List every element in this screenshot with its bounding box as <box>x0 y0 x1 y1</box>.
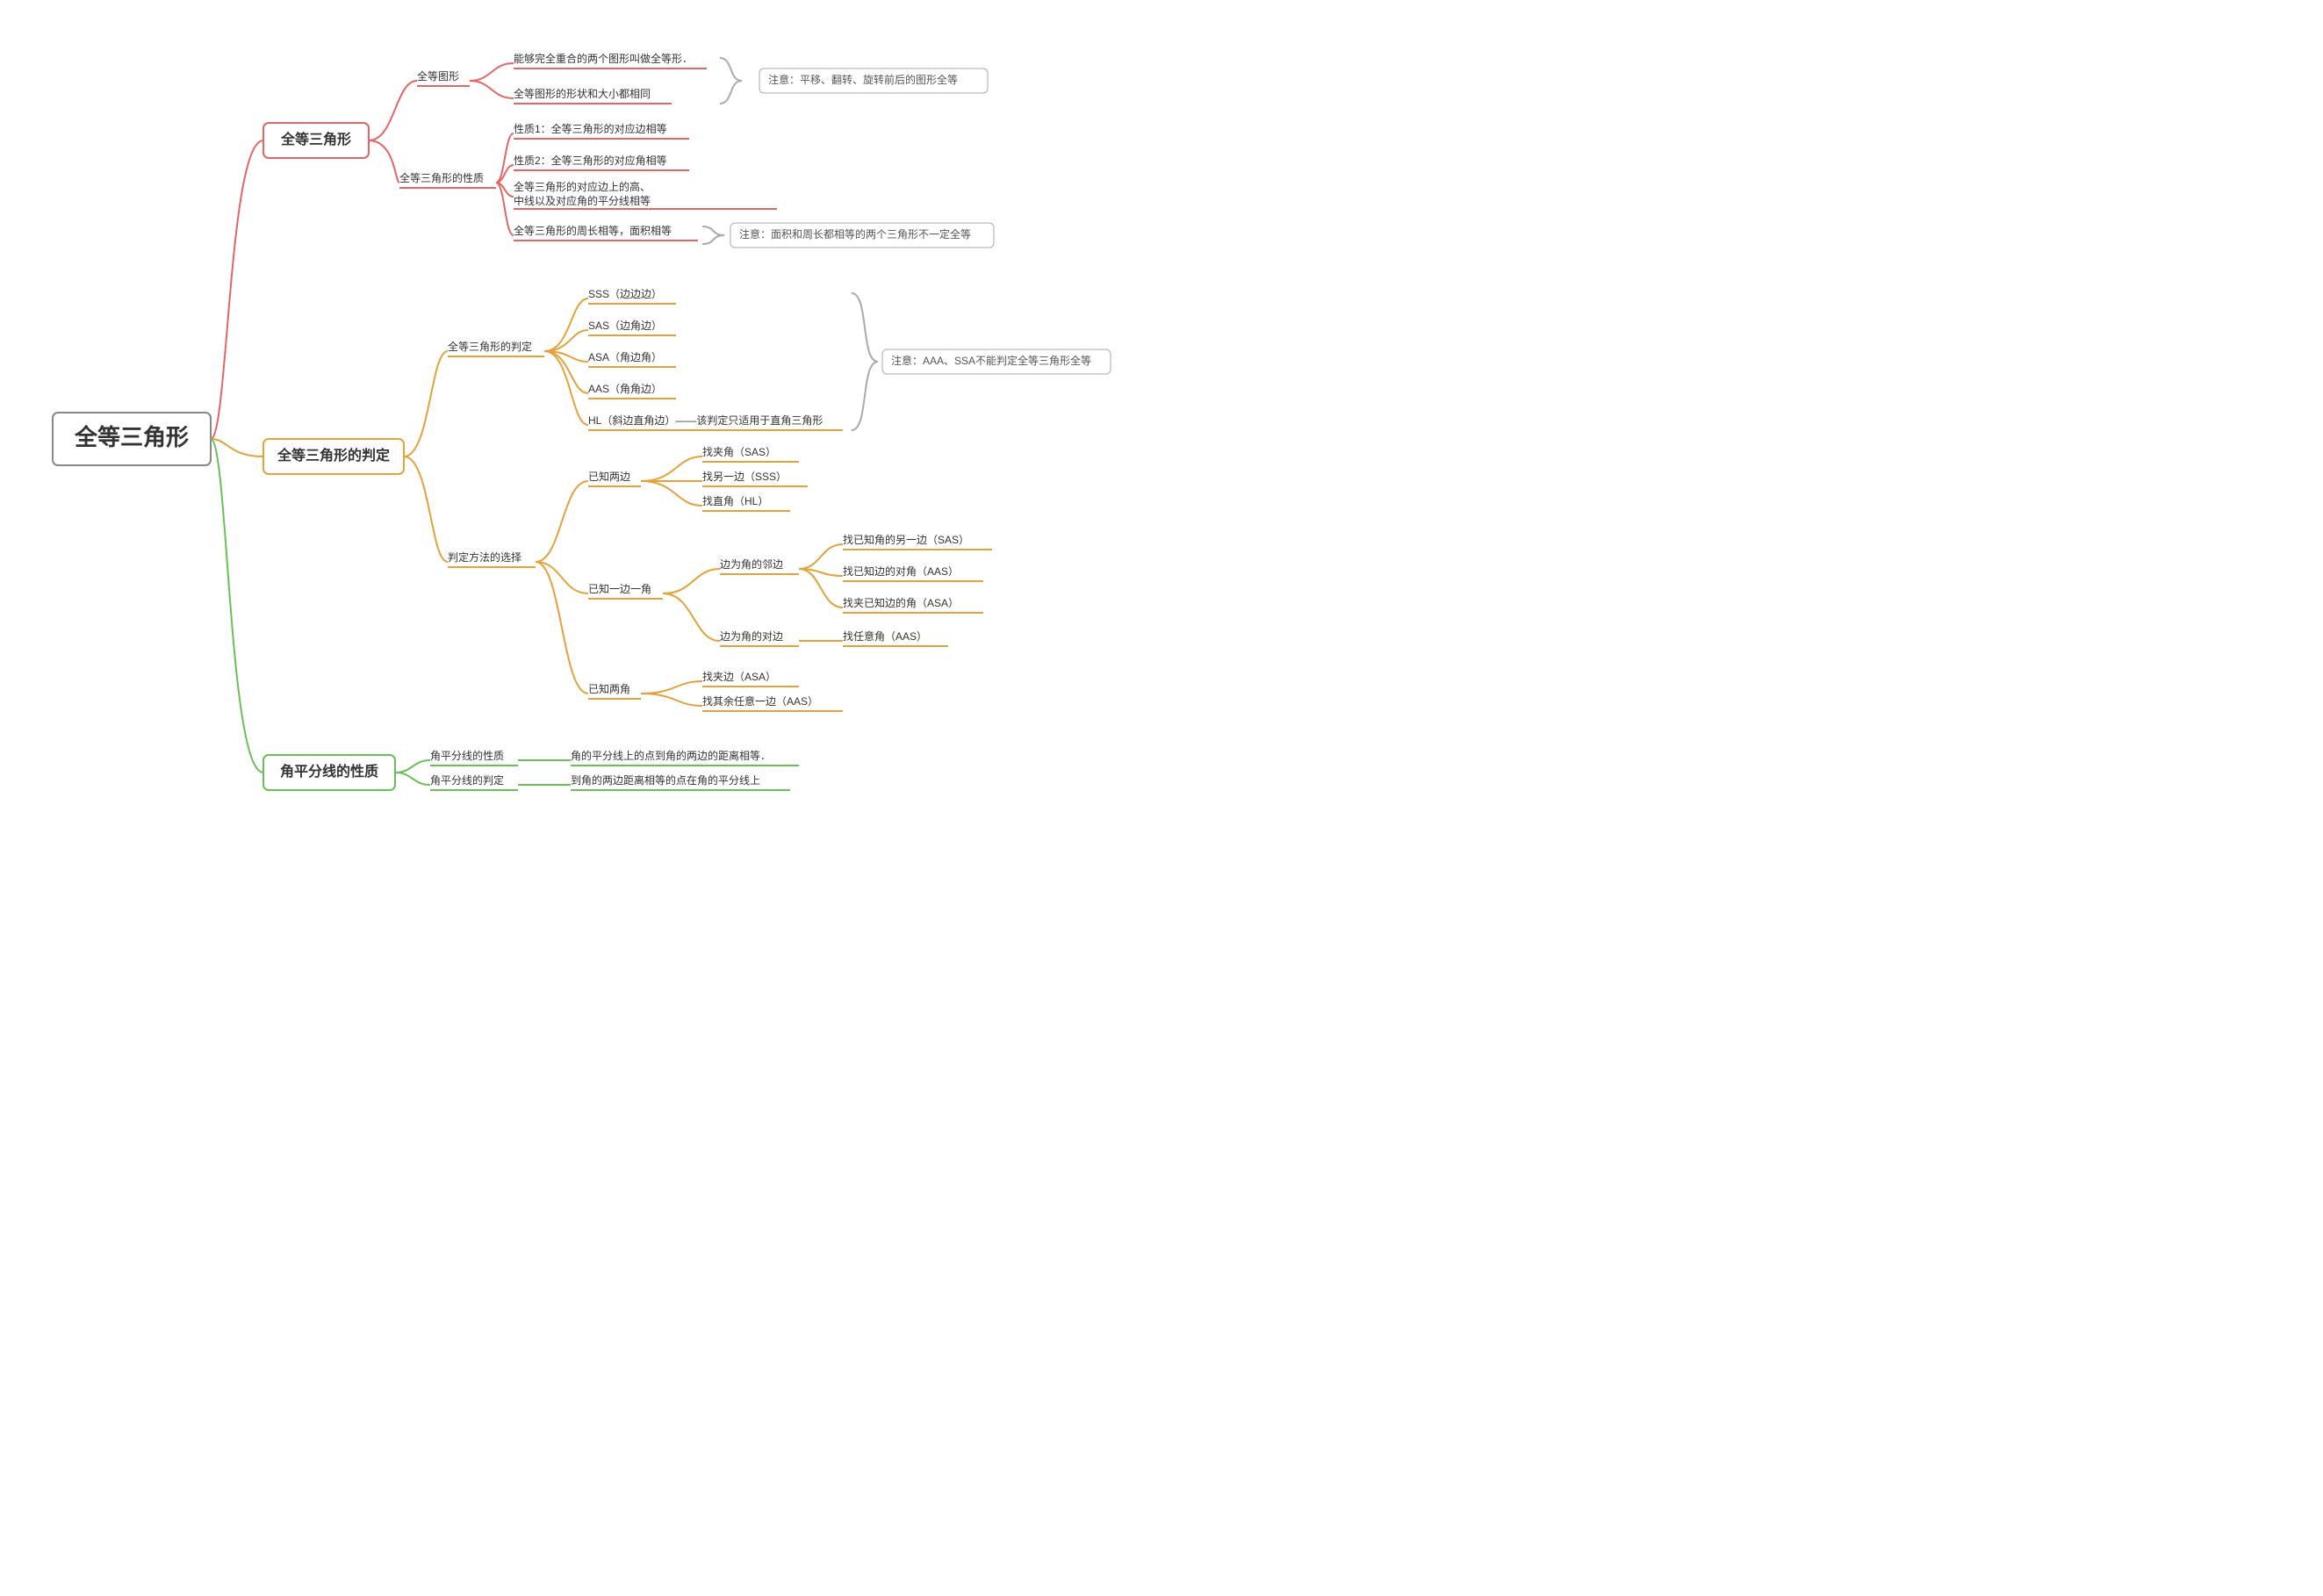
leaf-node: 性质1：全等三角形的对应边相等 <box>514 122 667 135</box>
branch-label: 全等三角形的判定 <box>277 447 390 464</box>
level2-node: 全等三角形的性质 <box>399 171 484 184</box>
leaf-node: HL（斜边直角边）——该判定只适用于直角三角形 <box>588 413 823 427</box>
leaf-node: 全等图形的形状和大小都相同 <box>514 87 651 100</box>
leaf-node: 找夹角（SAS） <box>702 446 776 458</box>
leaf-node: 全等三角形的周长相等，面积相等 <box>514 224 672 237</box>
level2-node: 判定方法的选择 <box>448 550 521 564</box>
note-text: 注意：AAA、SSA不能判定全等三角形全等 <box>891 354 1091 367</box>
leaf-node: 找已知边的对角（AAS） <box>843 564 959 578</box>
level2-node: 角平分线的性质 <box>430 749 504 762</box>
leaf-node: 找已知角的另一边（SAS） <box>843 533 969 546</box>
leaf-node: 找夹已知边的角（ASA） <box>843 596 959 609</box>
mid-node: 边为角的邻边 <box>720 557 783 571</box>
leaf-node: 到角的两边距离相等的点在角的平分线上 <box>571 773 760 787</box>
leaf-node: SAS（边角边） <box>588 320 662 332</box>
leaf-node: AAS（角角边） <box>588 383 662 395</box>
leaf-node: SSS（边边边） <box>588 288 662 300</box>
level2-node: 角平分线的判定 <box>430 773 504 787</box>
note-text: 注意：面积和周长都相等的两个三角形不一定全等 <box>739 227 971 241</box>
leaf-node: 找直角（HL） <box>702 495 768 507</box>
mindmap-canvas: 全等三角形全等三角形全等图形注意：平移、翻转、旋转前后的图形全等能够完全重合的两… <box>0 0 1162 798</box>
leaf-node: ASA（角边角） <box>588 351 662 363</box>
leaf-node: 能够完全重合的两个图形叫做全等形． <box>514 52 693 65</box>
mid-node: 边为角的对边 <box>720 629 783 643</box>
branch-label: 角平分线的性质 <box>280 763 378 780</box>
leaf-node: 全等三角形的对应边上的高、 <box>514 180 651 193</box>
leaf-node: 找任意角（AAS） <box>843 629 927 643</box>
leaf-node: 找另一边（SSS） <box>702 471 787 483</box>
leaf-node: 角的平分线上的点到角的两边的距离相等． <box>571 749 771 762</box>
leaf-node: 性质2：全等三角形的对应角相等 <box>514 154 667 167</box>
mid-node: 已知两角 <box>588 683 630 695</box>
level2-node: 全等三角形的判定 <box>448 340 532 353</box>
level2-node: 全等图形 <box>417 69 459 83</box>
branch-label: 全等三角形 <box>280 131 351 147</box>
note-text: 注意：平移、翻转、旋转前后的图形全等 <box>768 73 958 86</box>
leaf-node: 找其余任意一边（AAS） <box>702 694 818 708</box>
leaf-node: 找夹边（ASA） <box>702 671 776 683</box>
leaf-node-l2: 中线以及对应角的平分线相等 <box>514 194 651 207</box>
mid-node: 已知两边 <box>588 471 630 483</box>
mid-node: 已知一边一角 <box>588 583 651 595</box>
root-label: 全等三角形 <box>74 424 189 450</box>
